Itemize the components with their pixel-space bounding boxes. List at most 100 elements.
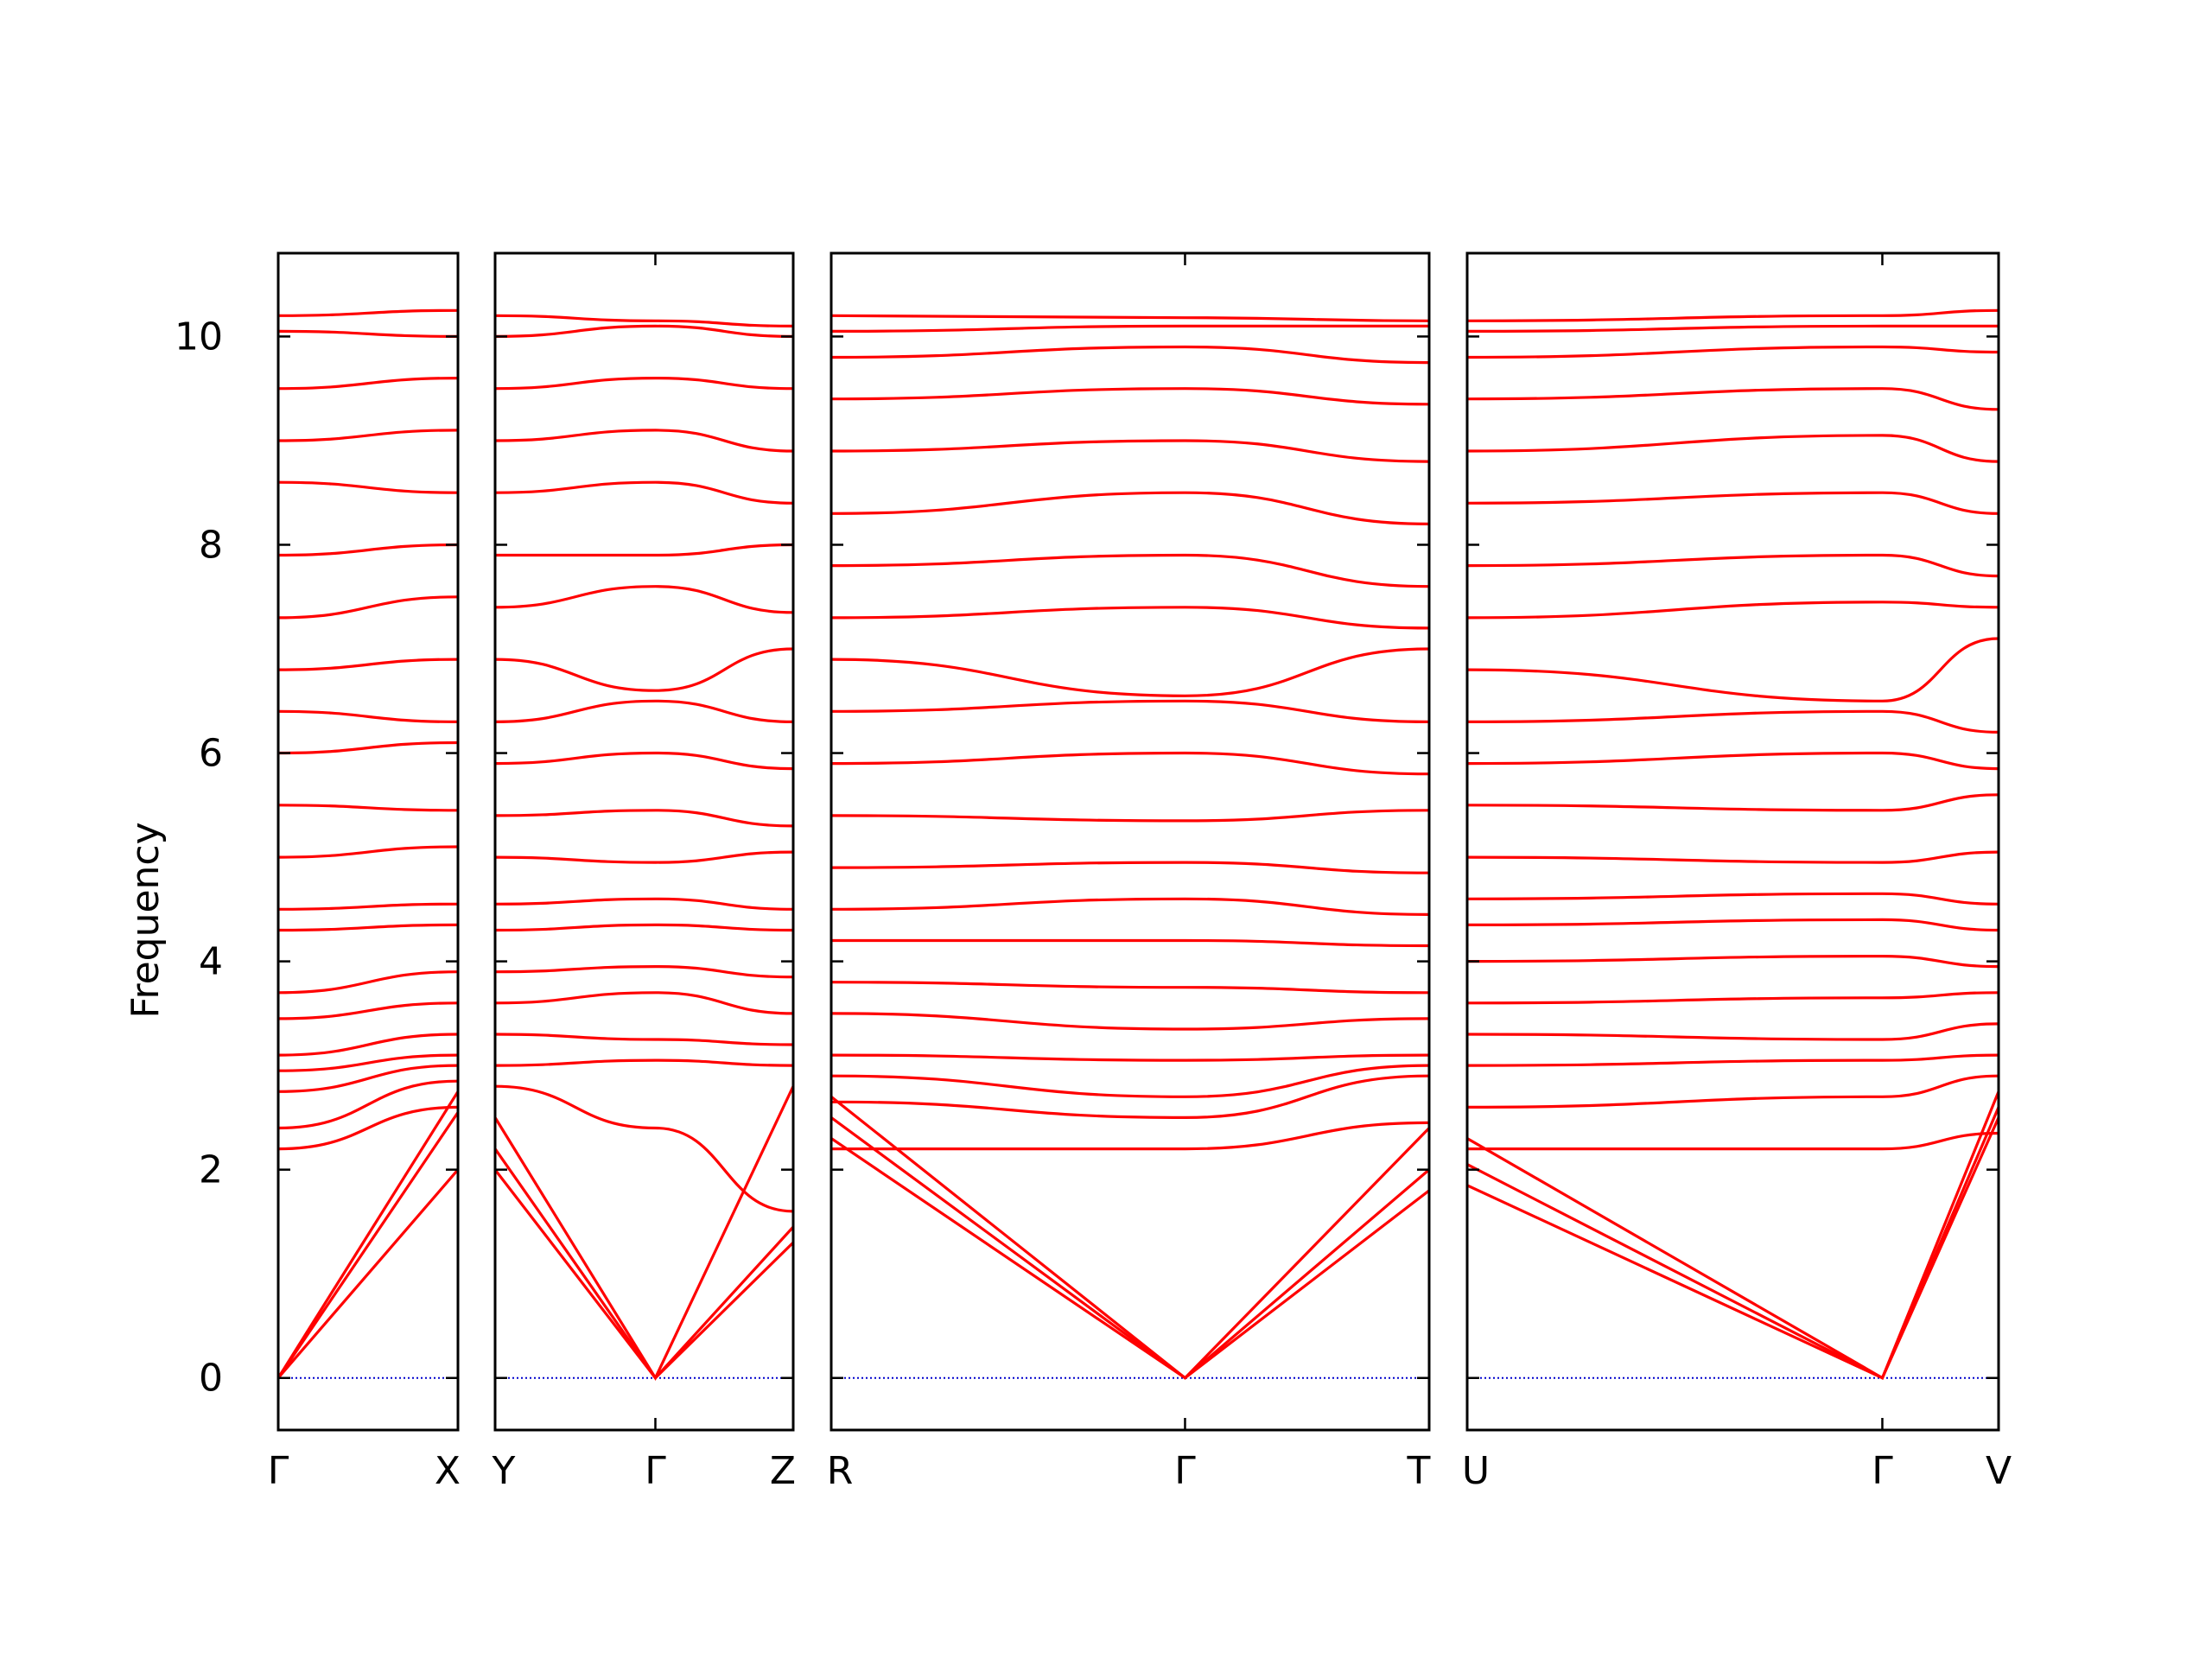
band-line <box>831 1012 1429 1031</box>
band-line <box>1467 1053 1999 1067</box>
band-line <box>495 480 793 505</box>
band-line <box>831 897 1429 916</box>
band-line <box>1467 324 1999 333</box>
band-line <box>495 585 793 614</box>
band-line <box>831 491 1429 525</box>
band-line <box>278 595 458 620</box>
band-line <box>278 970 458 995</box>
band-line <box>831 647 1429 697</box>
y-tick-label: 6 <box>199 732 223 776</box>
band-line <box>831 938 1429 948</box>
band-line <box>495 991 793 1015</box>
band-line <box>1467 1090 1999 1381</box>
panel-frame <box>493 251 795 1432</box>
band-line <box>1467 1074 1999 1109</box>
band-group <box>495 314 793 1382</box>
x-tick-label: V <box>1986 1449 2012 1493</box>
band-line <box>278 1033 458 1057</box>
panel-frame <box>1465 251 2000 1432</box>
band-line <box>1467 434 1999 463</box>
y-tick-label: 4 <box>199 940 223 984</box>
band-line <box>278 1105 458 1151</box>
x-tick-label: U <box>1462 1449 1490 1493</box>
band-line <box>495 1085 793 1382</box>
band-line <box>278 308 458 317</box>
band-line <box>495 543 793 557</box>
band-group <box>278 308 458 1379</box>
band-line <box>278 1090 458 1379</box>
band-line <box>831 1053 1429 1062</box>
band-line <box>278 845 458 859</box>
y-tick-label: 2 <box>199 1148 223 1192</box>
band-line <box>1467 1131 1999 1151</box>
band-line <box>278 377 458 391</box>
y-axis: 0 2 4 6 8 10 <box>175 315 223 1400</box>
x-tick-label: Z <box>770 1449 796 1493</box>
band-line <box>1467 892 1999 906</box>
band-line <box>831 324 1429 333</box>
x-tick-label: Γ <box>1174 1449 1196 1493</box>
band-line <box>831 1096 1429 1380</box>
band-line <box>831 439 1429 463</box>
band-group <box>1467 308 1999 1381</box>
band-line <box>1467 637 1999 702</box>
band-line <box>831 1121 1429 1151</box>
band-line <box>495 647 793 692</box>
band-line <box>495 897 793 911</box>
band-line <box>1467 491 1999 515</box>
band-group <box>831 314 1429 1380</box>
band-line <box>278 1001 458 1020</box>
x-tick-label: Γ <box>268 1449 289 1493</box>
band-line <box>278 1053 458 1072</box>
band-line <box>278 709 458 723</box>
band-line <box>495 429 793 453</box>
y-tick-label: 10 <box>175 315 223 359</box>
band-line <box>495 1058 793 1067</box>
band-line <box>495 1084 793 1213</box>
x-tick-label: T <box>1407 1449 1431 1493</box>
band-line <box>495 314 793 327</box>
band-line <box>831 699 1429 723</box>
band-line <box>1467 387 1999 411</box>
band-line <box>831 981 1429 995</box>
band-line <box>278 1168 458 1379</box>
band-line <box>495 376 793 391</box>
band-line <box>831 809 1429 823</box>
x-tick-label: Γ <box>1872 1449 1893 1493</box>
y-axis-title: Frequency <box>124 822 168 1018</box>
x-tick-label: R <box>827 1449 854 1493</box>
band-line <box>278 1111 458 1379</box>
x-tick-label: Y <box>492 1449 516 1493</box>
band-line <box>1467 709 1999 734</box>
band-line <box>1467 553 1999 578</box>
band-line <box>278 329 458 338</box>
band-line <box>495 324 793 338</box>
band-line <box>495 964 793 979</box>
band-line <box>1467 751 1999 771</box>
y-tick-label: 8 <box>199 523 223 567</box>
band-line <box>831 387 1429 406</box>
band-line <box>278 804 458 812</box>
band-line <box>1467 793 1999 812</box>
band-line <box>278 429 458 442</box>
band-line <box>1467 954 1999 969</box>
panel-frame <box>276 251 460 1432</box>
band-line <box>495 923 793 932</box>
band-line <box>495 1033 793 1046</box>
y-tick-label: 0 <box>199 1357 223 1401</box>
band-line <box>278 741 458 755</box>
band-line <box>1467 850 1999 864</box>
band-line <box>278 480 458 494</box>
band-line <box>495 751 793 771</box>
panel-frame <box>830 251 1431 1432</box>
band-line <box>1467 991 1999 1005</box>
band-line <box>1467 918 1999 932</box>
band-line <box>831 751 1429 776</box>
band-line <box>831 345 1429 365</box>
band-line <box>495 699 793 723</box>
